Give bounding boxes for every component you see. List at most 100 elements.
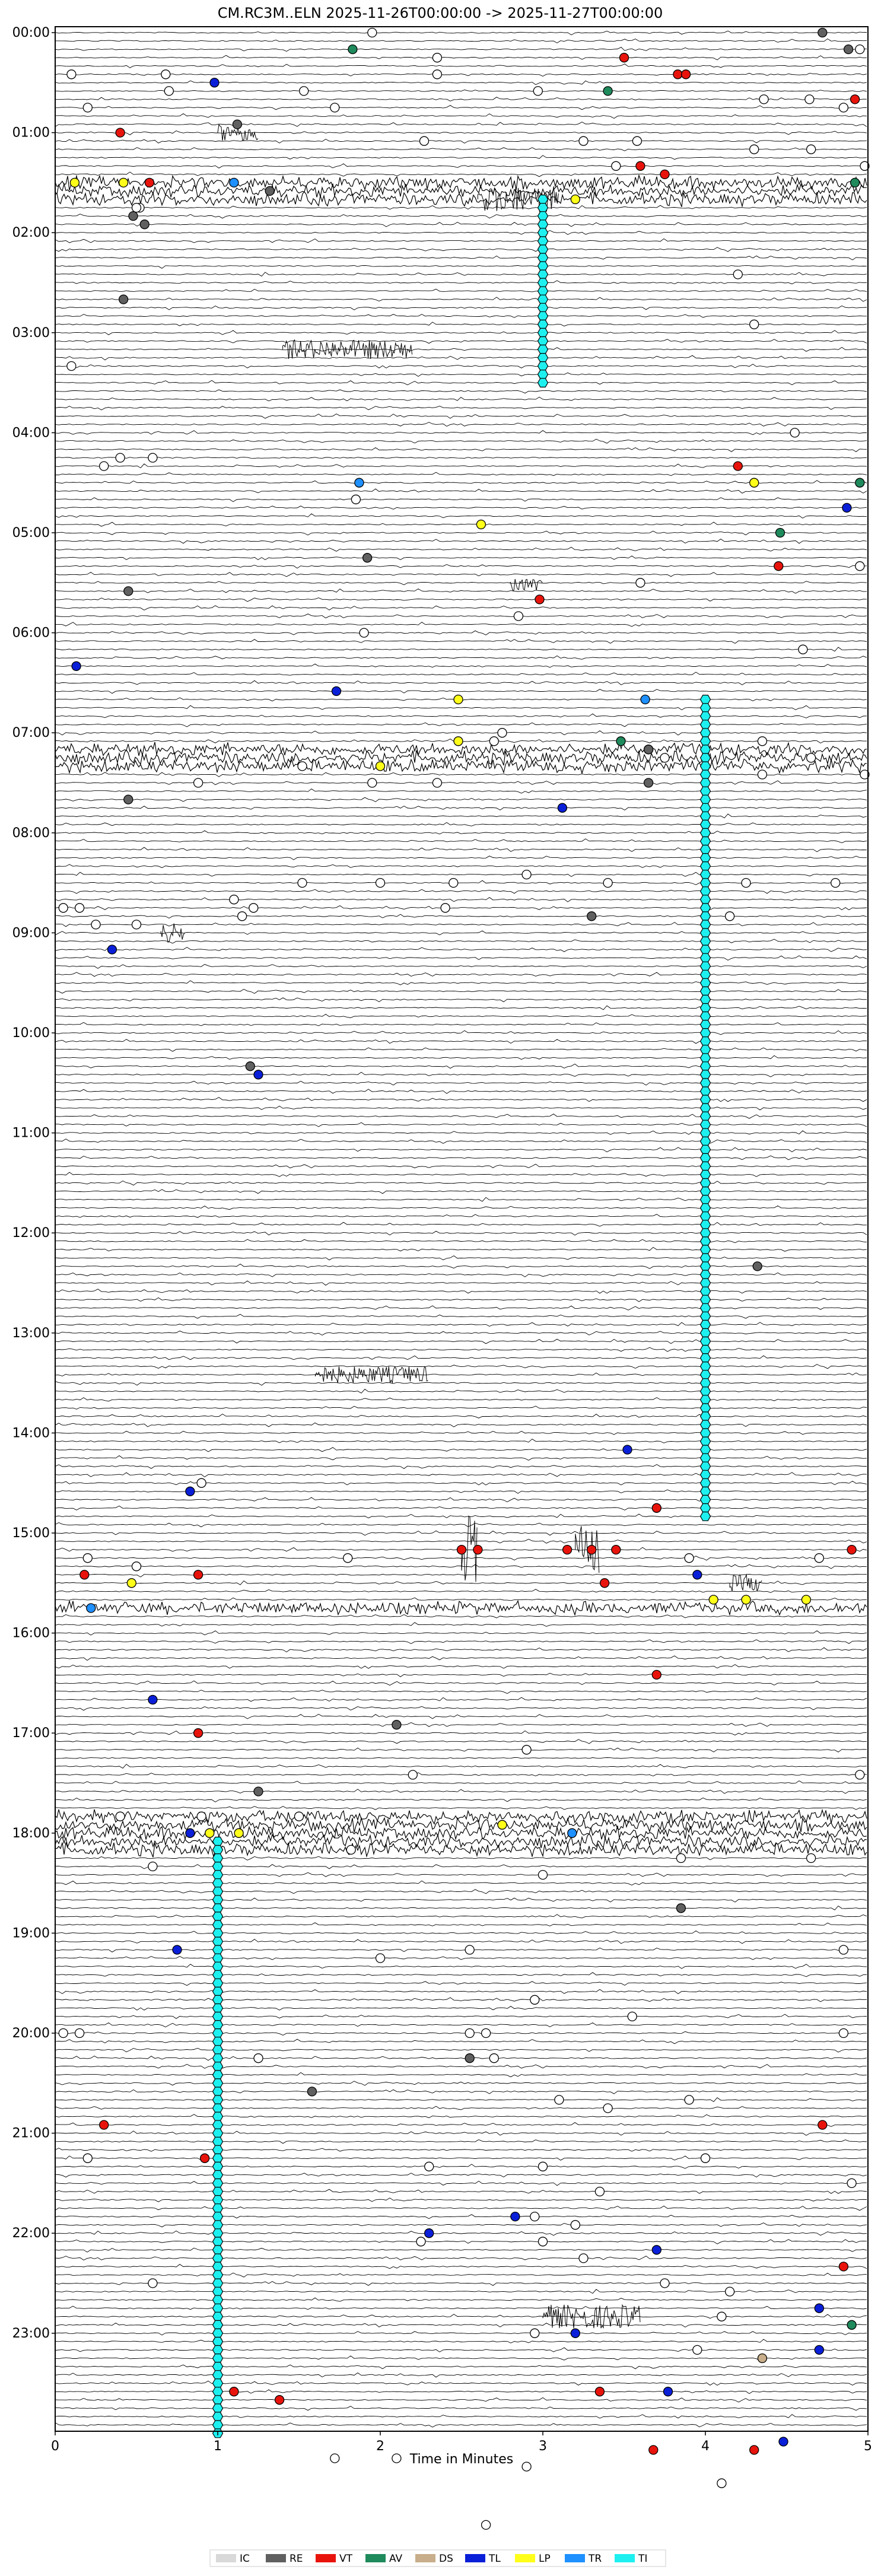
trace-line	[55, 1314, 867, 1319]
trace-line	[55, 2347, 867, 2352]
event-marker-ti	[212, 1844, 224, 1855]
trace-line	[55, 104, 867, 110]
event-marker-ic	[196, 1811, 206, 1821]
event-marker-ic	[74, 2028, 85, 2038]
y-tick-label: 18:00	[12, 1826, 50, 1841]
event-marker-ic	[594, 2186, 605, 2197]
event-marker-tl	[185, 1486, 195, 1496]
event-marker-ti	[699, 1228, 711, 1238]
event-marker-ti	[212, 2295, 224, 2305]
event-marker-lp	[453, 694, 463, 705]
event-marker-ti	[699, 1061, 711, 1071]
y-tick-label: 12:00	[12, 1226, 50, 1241]
trace-line	[55, 1464, 867, 1469]
event-marker-lp	[375, 761, 386, 771]
legend-label: DS	[439, 2553, 453, 2565]
trace-line	[55, 1214, 867, 1218]
trace-line	[55, 1706, 867, 1711]
event-marker-ti	[699, 1303, 711, 1313]
event-marker-ti	[212, 2011, 224, 2021]
trace-line	[55, 2189, 867, 2194]
trace-line	[55, 530, 867, 536]
trace-line	[55, 2148, 867, 2152]
trace-line	[55, 389, 867, 394]
event-marker-ic	[860, 769, 870, 780]
event-marker-tl	[424, 2228, 434, 2238]
event-marker-ti	[212, 1970, 224, 1980]
trace-line	[55, 1130, 867, 1135]
event-marker-tl	[557, 803, 568, 813]
event-marker-ti	[699, 1420, 711, 1430]
event-marker-ds	[757, 2353, 768, 2364]
event-marker-ti	[699, 895, 711, 905]
trace-line	[55, 480, 867, 484]
trace-line	[55, 174, 867, 191]
trace-line	[55, 722, 867, 727]
event-marker-ic	[838, 2028, 849, 2038]
trace-line	[55, 889, 867, 894]
y-tick-label: 05:00	[12, 526, 50, 540]
event-marker-ti	[212, 2161, 224, 2171]
trace-line	[55, 2264, 867, 2269]
event-marker-ic	[330, 2453, 340, 2463]
event-marker-lp	[234, 1828, 244, 1838]
event-marker-ti	[212, 2228, 224, 2238]
trace-line	[55, 588, 867, 594]
event-marker-ic	[749, 319, 759, 329]
trace-line	[55, 1690, 867, 1694]
trace-line	[55, 1630, 867, 1636]
trace-line	[55, 1397, 867, 1402]
trace-line	[55, 2038, 867, 2044]
trace-line	[55, 1833, 867, 1849]
trace-line	[55, 2289, 867, 2294]
trace-line	[55, 122, 867, 128]
event-marker-tl	[814, 2303, 824, 2313]
event-marker-ic	[537, 2161, 548, 2171]
trace-line	[55, 2247, 867, 2253]
event-marker-ti	[537, 294, 549, 304]
event-marker-ti	[212, 2320, 224, 2330]
event-marker-ic	[554, 2095, 564, 2105]
event-marker-ic	[416, 2237, 426, 2247]
event-marker-ti	[212, 1961, 224, 1971]
trace-line	[55, 1856, 867, 1861]
event-marker-ti	[699, 1362, 711, 1371]
trace-line	[55, 1922, 867, 1926]
trace-line	[55, 1997, 867, 2002]
event-marker-ti	[699, 1453, 711, 1463]
event-marker-ti	[537, 361, 549, 371]
y-axis-ticks: 00:00 01:00 02:00 03:00 04:00 05:00 06:00 07:00…	[12, 26, 55, 2341]
event-marker-ti	[699, 761, 711, 771]
event-marker-ic	[148, 453, 158, 463]
event-marker-tl	[692, 1570, 702, 1580]
event-marker-ti	[699, 1086, 711, 1096]
event-marker-re	[123, 794, 133, 804]
trace-line	[55, 689, 867, 694]
event-marker-ic	[806, 144, 816, 154]
trace-line	[55, 163, 867, 168]
trace-line	[55, 1573, 867, 1578]
x-axis-label: Time in Minutes	[409, 2452, 514, 2467]
event-marker-ic	[367, 778, 377, 788]
event-marker-lp	[708, 1595, 718, 1605]
event-marker-ti	[537, 261, 549, 271]
event-marker-ic	[632, 136, 643, 146]
event-marker-ti	[212, 2262, 224, 2272]
event-marker-ti	[537, 211, 549, 221]
event-marker-vt	[562, 1544, 573, 1555]
trace-line	[55, 1205, 867, 1210]
event-marker-ic	[297, 877, 307, 888]
event-marker-ic	[346, 1844, 356, 1855]
event-marker-tl	[71, 661, 81, 671]
trace-line	[55, 272, 867, 277]
trace-line	[55, 171, 867, 177]
event-marker-ti	[537, 236, 549, 246]
trace-line	[55, 1255, 867, 1261]
event-marker-tr	[354, 478, 364, 488]
event-marker-ti	[699, 1336, 711, 1346]
event-marker-ic	[497, 728, 507, 738]
event-marker-ic	[660, 753, 670, 763]
trace-line	[55, 597, 867, 602]
event-marker-lp	[476, 519, 486, 530]
event-marker-ti	[537, 327, 549, 338]
